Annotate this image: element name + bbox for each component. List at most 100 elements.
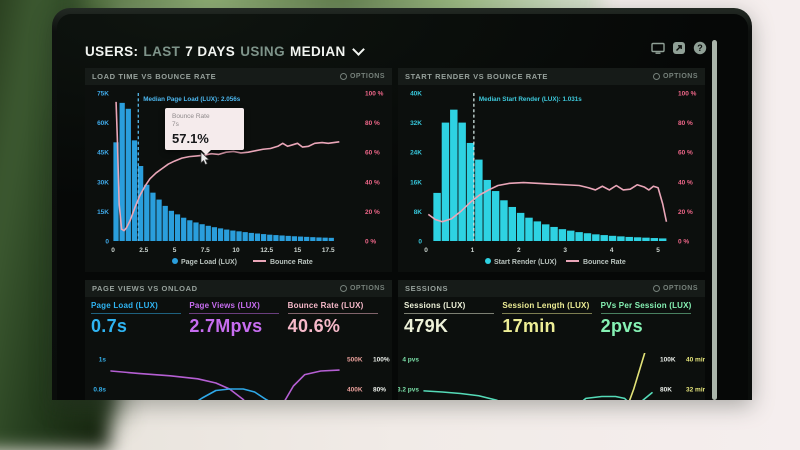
panel-load-time-vs-bounce-rate: LOAD TIME VS BOUNCE RATE OPTIONS 75K 60K 4… [85,68,392,272]
svg-text:Median Start Render (LUX): 1.0: Median Start Render (LUX): 1.031s [479,96,582,103]
svg-text:2: 2 [517,247,521,254]
help-icon[interactable]: ? [693,41,707,55]
chevron-down-icon [351,42,365,56]
metric-underline [91,313,181,314]
chart-load-time-vs-bounce-rate[interactable]: 75K 60K 45K 30K 15K 0 100 % 80 % 60 % 40 % 20 % 0 %… [85,85,392,272]
metric-page-load: Page Load (LUX) 0.7s [91,301,189,337]
svg-text:8K: 8K [414,209,423,216]
tooltip-x-value: 7s [172,121,179,129]
svg-text:100K: 100K [660,357,676,364]
svg-text:10: 10 [232,247,240,254]
svg-text:500K: 500K [347,357,363,364]
svg-text:400K: 400K [347,387,363,394]
metric-session-length: Session Length (LUX) 17min [502,301,600,337]
svg-text:75K: 75K [97,91,109,98]
svg-text:0: 0 [105,239,109,246]
options-label: OPTIONS [662,285,698,292]
metric-underline [287,313,378,314]
svg-text:100 %: 100 % [678,91,697,98]
metric-sessions: Sessions (LUX) 479K [404,301,502,337]
svg-text:4 pvs: 4 pvs [402,357,419,364]
panel-title: START RENDER VS BOUNCE RATE [405,72,549,81]
panel-start-render-vs-bounce-rate: START RENDER VS BOUNCE RATE OPTIONS 40K 3… [398,68,705,272]
header-days-label: 7 DAYS [185,43,236,59]
metric-underline [404,313,494,314]
svg-text:7.5: 7.5 [201,247,210,254]
svg-text:24K: 24K [410,150,422,157]
header-last-label: LAST [143,43,181,59]
metric-underline [600,313,691,314]
svg-text:2.5: 2.5 [139,247,148,254]
options-label: OPTIONS [662,73,698,80]
svg-text:100%: 100% [373,357,390,364]
dashboard-filter-dropdown[interactable]: USERS: LAST 7 DAYS USING MEDIAN [85,40,368,62]
gear-icon [652,285,660,292]
svg-text:?: ? [697,43,703,53]
gear-icon [652,73,660,80]
metric-label: PVs Per Session (LUX) [600,301,692,310]
options-button[interactable]: OPTIONS [652,73,698,80]
svg-text:4: 4 [610,247,614,254]
dashboard-screen: USERS: LAST 7 DAYS USING MEDIAN ? LOAD T… [57,14,748,400]
tooltip-series-label: Bounce Rate [172,113,210,120]
svg-text:0.8s: 0.8s [93,387,106,394]
display-icon[interactable] [651,41,665,55]
svg-text:3: 3 [563,247,567,254]
svg-text:80 %: 80 % [365,120,380,127]
chart-start-render-vs-bounce-rate[interactable]: 40K 32K 24K 16K 8K 0 100 % 80 % 60 % 40 % 20 % 0 % 0… [398,85,705,272]
svg-text:Start Render (LUX): Start Render (LUX) [494,259,557,266]
svg-text:40 min: 40 min [686,357,705,364]
svg-text:32K: 32K [410,120,422,127]
panel-title: LOAD TIME VS BOUNCE RATE [92,72,217,81]
svg-text:30K: 30K [97,179,109,186]
tooltip-pointer [201,149,211,155]
panel-header: SESSIONS OPTIONS [398,280,705,297]
svg-text:80 %: 80 % [678,120,693,127]
panel-page-views-vs-onload: PAGE VIEWS VS ONLOAD OPTIONS Page Load (… [85,280,392,400]
svg-text:1s: 1s [99,357,107,364]
svg-text:0: 0 [424,247,428,254]
svg-text:60K: 60K [97,120,109,127]
svg-text:0 %: 0 % [365,239,376,246]
gear-icon [339,285,347,292]
metric-value: 17min [502,316,556,336]
metric-value: 40.6% [287,316,341,336]
chart-tooltip: Bounce Rate 7s 57.1% [165,108,244,155]
svg-text:3.2 pvs: 3.2 pvs [398,387,419,394]
panel-header: PAGE VIEWS VS ONLOAD OPTIONS [85,280,392,297]
svg-text:Bounce Rate: Bounce Rate [270,259,313,266]
panel-sessions: SESSIONS OPTIONS Sessions (LUX) 479K Ses… [398,280,705,400]
svg-text:20 %: 20 % [365,209,380,216]
tooltip-value: 57.1% [172,130,209,146]
svg-text:32 min: 32 min [686,387,705,394]
laptop-bezel: USERS: LAST 7 DAYS USING MEDIAN ? LOAD T… [52,8,752,400]
options-button[interactable]: OPTIONS [339,285,385,292]
svg-text:20 %: 20 % [678,209,693,216]
svg-text:60 %: 60 % [678,150,693,157]
svg-text:Page Load (LUX): Page Load (LUX) [181,259,237,266]
svg-text:15: 15 [294,247,302,254]
metric-value: 0.7s [91,316,128,336]
header-using-label: USING [240,43,285,59]
vertical-scrollbar[interactable] [712,40,717,400]
metric-label: Session Length (LUX) [502,301,590,310]
metric-value: 2.7Mpvs [189,316,263,336]
metric-page-views: Page Views (LUX) 2.7Mpvs [189,301,287,337]
svg-text:40K: 40K [410,91,422,98]
svg-text:1: 1 [471,247,475,254]
metric-pvs-per-session: PVs Per Session (LUX) 2pvs [600,301,699,337]
mouse-cursor-icon [200,152,210,166]
share-icon[interactable] [672,41,686,55]
options-label: OPTIONS [349,73,385,80]
metric-bounce-rate: Bounce Rate (LUX) 40.6% [287,301,386,337]
svg-text:5: 5 [173,247,177,254]
panel-title: SESSIONS [405,284,449,293]
panel-title: PAGE VIEWS VS ONLOAD [92,284,198,293]
svg-text:17.5: 17.5 [322,247,335,254]
options-button[interactable]: OPTIONS [652,285,698,292]
options-button[interactable]: OPTIONS [339,73,385,80]
metric-value: 479K [404,316,449,336]
svg-text:0 %: 0 % [678,239,689,246]
